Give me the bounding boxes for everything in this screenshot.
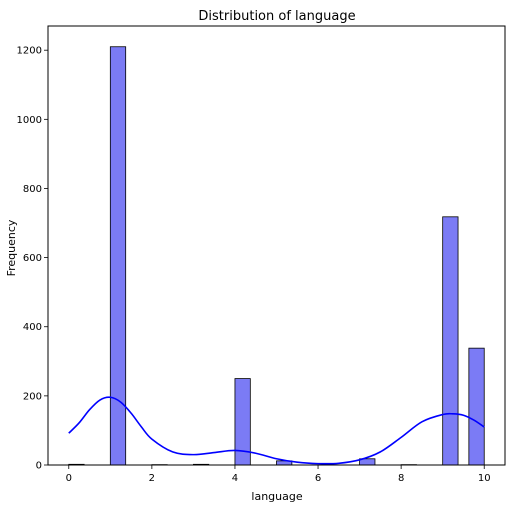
x-tick-label: 10 — [478, 473, 491, 484]
y-tick-label: 600 — [23, 253, 42, 264]
y-tick-label: 0 — [36, 461, 42, 472]
chart-title: Distribution of language — [198, 9, 355, 24]
histogram-bar-8 — [442, 216, 459, 466]
y-tick-label: 200 — [23, 391, 42, 402]
plot-frame — [47, 25, 506, 466]
x-tick-label: 0 — [66, 473, 72, 484]
x-axis-label: language — [251, 490, 302, 503]
y-tick-label: 1200 — [17, 46, 42, 57]
bars-group — [68, 46, 485, 466]
x-tick-label: 8 — [398, 473, 404, 484]
y-tick-label: 400 — [23, 322, 42, 333]
histogram-bar-9 — [468, 347, 485, 466]
x-tick-label: 6 — [315, 473, 321, 484]
x-tick-label: 4 — [232, 473, 238, 484]
y-axis: 0 200 400 600 800 1000 1200 — [17, 46, 48, 472]
y-tick-label: 800 — [23, 184, 42, 195]
x-axis: 0 2 4 6 8 10 — [66, 465, 491, 484]
x-tick-label: 2 — [149, 473, 155, 484]
y-axis-label: Frequency — [5, 219, 18, 276]
histogram-bar-1 — [109, 46, 127, 466]
y-tick-label: 1000 — [17, 115, 42, 126]
kde-curve — [68, 396, 485, 465]
